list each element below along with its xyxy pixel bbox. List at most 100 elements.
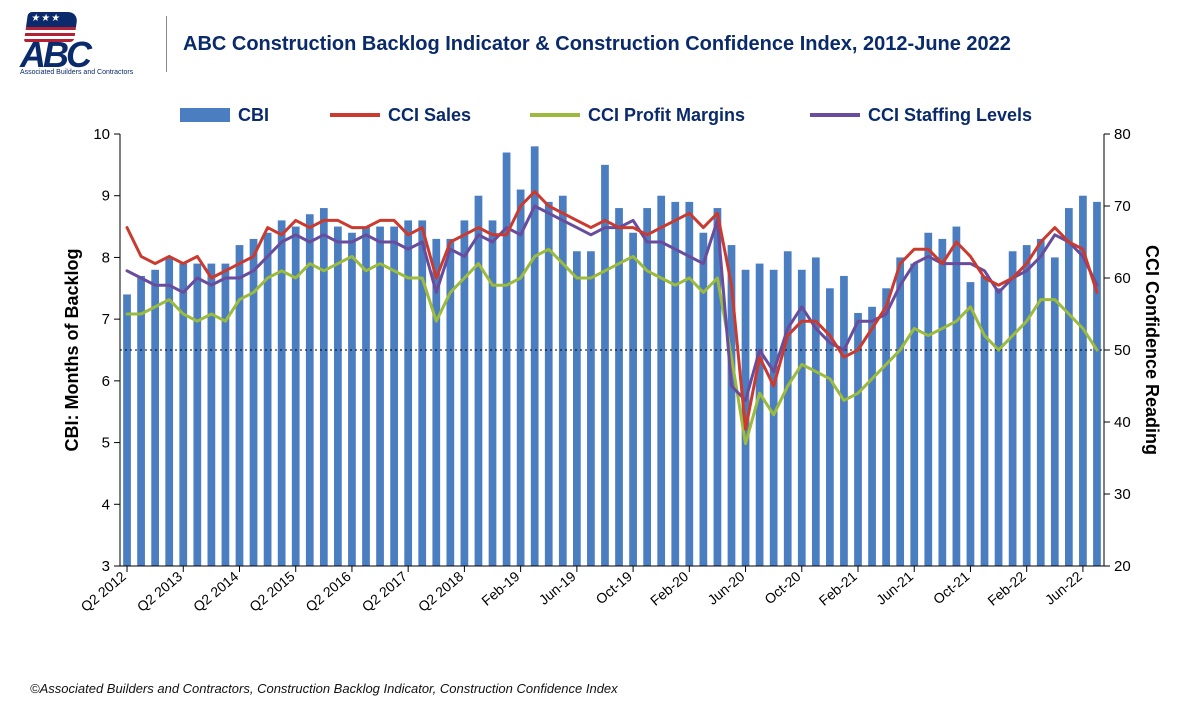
y-right-tick-label: 20 (1114, 558, 1131, 575)
cbi-bar (208, 264, 216, 566)
cbi-bar (953, 227, 961, 566)
cbi-bar (179, 264, 187, 566)
y-left-tick-label: 3 (102, 558, 110, 575)
y-left-axis-label: CBI: Months of Backlog (62, 249, 82, 452)
cbi-bar (896, 257, 904, 566)
y-left-tick-label: 5 (102, 435, 110, 452)
cbi-bar (924, 233, 932, 566)
cbi-bar (348, 233, 356, 566)
x-tick-label: Q2 2016 (302, 568, 354, 615)
logo-subtitle: Associated Builders and Contractors (20, 69, 133, 76)
cbi-bar (1093, 202, 1101, 566)
cbi-bar (1023, 245, 1031, 566)
cbi-bar (601, 165, 609, 566)
cbi-bar (967, 282, 975, 566)
cbi-bar (629, 233, 637, 566)
cbi-bar (503, 153, 511, 566)
legend-profit-label: CCI Profit Margins (588, 105, 745, 125)
legend-staffing-label: CCI Staffing Levels (868, 105, 1032, 125)
legend-sales-label: CCI Sales (388, 105, 471, 125)
cbi-bar (812, 257, 820, 566)
cbi-bar (840, 276, 848, 566)
cbi-bar (798, 270, 806, 566)
y-right-tick-label: 30 (1114, 486, 1131, 503)
x-tick-label: Q2 2015 (246, 568, 298, 615)
cci-profit-line (127, 249, 1097, 443)
cbi-bar (1009, 251, 1017, 566)
y-left-tick-label: 4 (102, 496, 110, 513)
cbi-bar (882, 288, 890, 566)
cbi-bar (657, 196, 665, 566)
x-tick-label: Jun-22 (1042, 568, 1085, 608)
cbi-bar (559, 196, 567, 566)
cbi-bars (123, 146, 1101, 566)
x-tick-label: Q2 2018 (415, 568, 467, 615)
cbi-bar (756, 264, 764, 566)
cbi-bar (517, 190, 525, 566)
x-tick-label: Feb-19 (478, 568, 522, 609)
cbi-bar (671, 202, 679, 566)
y-left-tick-label: 7 (102, 311, 110, 328)
cbi-bar (489, 220, 497, 566)
legend-cbi-label: CBI (238, 105, 269, 125)
cbi-bar (545, 202, 553, 566)
y-left-tick-label: 10 (93, 126, 110, 143)
cbi-bar (390, 227, 398, 566)
header-divider (166, 16, 167, 72)
chart-container: 34567891020304050607080Q2 2012Q2 2013Q2 … (60, 96, 1160, 656)
cbi-bar (376, 227, 384, 566)
cbi-bar (938, 239, 946, 566)
y-right-tick-label: 40 (1114, 414, 1131, 431)
cbi-bar (1037, 239, 1045, 566)
header: ABC Associated Builders and Contractors … (0, 0, 1200, 80)
cbi-bar (236, 245, 244, 566)
x-tick-label: Oct-19 (593, 568, 636, 607)
x-tick-label: Oct-20 (761, 568, 804, 607)
chart-title: ABC Construction Backlog Indicator & Con… (183, 31, 1011, 57)
y-right-tick-label: 60 (1114, 270, 1131, 287)
cbi-bar (587, 251, 595, 566)
cbi-bar (910, 264, 918, 566)
cbi-bar (770, 270, 778, 566)
x-tick-label: Q2 2013 (134, 568, 186, 615)
x-tick-label: Feb-20 (647, 568, 691, 609)
cbi-bar (404, 220, 412, 566)
cbi-bar (137, 276, 145, 566)
cbi-bar (123, 294, 131, 566)
chart-svg: 34567891020304050607080Q2 2012Q2 2013Q2 … (60, 96, 1160, 656)
x-tick-label: Jun-20 (704, 568, 747, 608)
x-tick-label: Q2 2014 (190, 568, 242, 615)
abc-logo: ABC Associated Builders and Contractors (20, 12, 150, 76)
y-right-axis-label: CCI Confidence Reading (1142, 245, 1160, 455)
cbi-bar (981, 276, 989, 566)
cbi-bar (995, 288, 1003, 566)
x-tick-label: Feb-21 (816, 568, 860, 609)
x-tick-label: Jun-19 (536, 568, 579, 608)
y-right-tick-label: 70 (1114, 198, 1131, 215)
copyright-footnote: ©Associated Builders and Contractors, Co… (30, 681, 618, 696)
x-tick-label: Jun-21 (873, 568, 916, 608)
cbi-bar (475, 196, 483, 566)
legend-cbi-swatch (180, 108, 230, 122)
cbi-bar (826, 288, 834, 566)
cbi-bar (418, 220, 426, 566)
cbi-bar (868, 307, 876, 566)
cbi-bar (573, 251, 581, 566)
cci-staffing-line (127, 206, 1097, 400)
cbi-bar (334, 227, 342, 566)
cbi-bar (461, 220, 469, 566)
y-left-tick-label: 6 (102, 373, 110, 390)
cbi-bar (320, 208, 328, 566)
y-left-tick-label: 8 (102, 249, 110, 266)
cbi-bar (643, 208, 651, 566)
cbi-bar (784, 251, 792, 566)
cbi-bar (700, 233, 708, 566)
y-right-tick-label: 80 (1114, 126, 1131, 143)
cbi-bar (222, 264, 230, 566)
cbi-bar (193, 264, 201, 566)
y-left-tick-label: 9 (102, 188, 110, 205)
cbi-bar (151, 270, 159, 566)
x-tick-label: Oct-21 (930, 568, 973, 607)
x-tick-label: Q2 2017 (359, 568, 411, 615)
x-tick-label: Feb-22 (984, 568, 1028, 609)
